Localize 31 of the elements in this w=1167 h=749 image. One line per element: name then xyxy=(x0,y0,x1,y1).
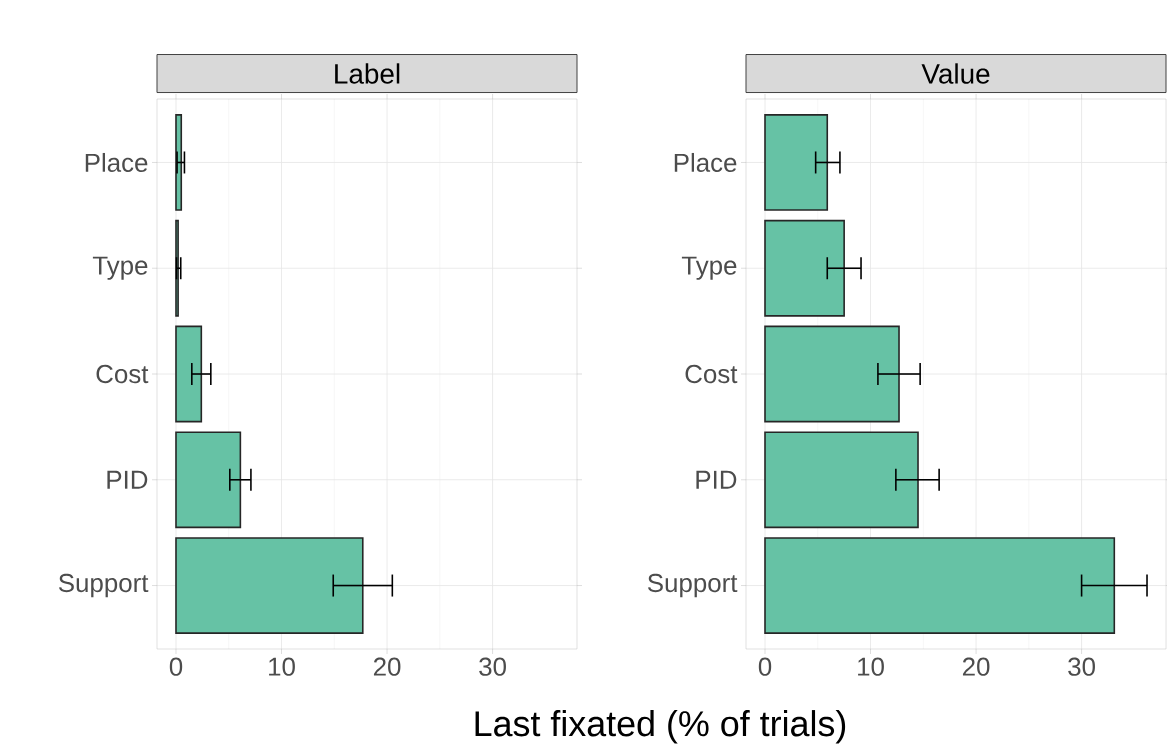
y-tick-label: Support xyxy=(58,573,149,598)
y-tick-label: PID xyxy=(107,470,148,489)
bar xyxy=(175,537,364,634)
x-tick-label: 10 xyxy=(858,657,884,676)
bar xyxy=(175,431,242,529)
bar xyxy=(764,219,845,317)
y-tick-label: Support xyxy=(647,573,738,598)
bar xyxy=(764,114,829,211)
bar xyxy=(764,431,919,529)
y-tick-label: Cost xyxy=(96,364,149,384)
bar xyxy=(764,325,900,423)
bar xyxy=(175,219,179,317)
y-tick-label: Type xyxy=(92,256,148,280)
y-tick-label: PID xyxy=(696,470,737,489)
x-axis-title: Last fixated (% of trials) xyxy=(475,710,846,744)
bar xyxy=(175,114,183,211)
x-tick-label: 0 xyxy=(758,657,772,676)
bar xyxy=(764,537,1116,634)
y-tick-label: Place xyxy=(85,152,148,172)
y-tick-label: Cost xyxy=(685,364,738,384)
y-tick-label: Type xyxy=(681,256,737,280)
x-tick-label: 20 xyxy=(373,657,401,676)
x-tick-label: 20 xyxy=(962,657,990,676)
chart-title: Value xyxy=(921,63,990,84)
x-tick-label: 30 xyxy=(1068,657,1095,676)
x-tick-label: 0 xyxy=(169,657,183,676)
x-tick-label: 30 xyxy=(479,657,506,676)
y-tick-label: Place xyxy=(674,152,737,172)
chart-title: Label xyxy=(335,63,400,84)
bar xyxy=(175,325,203,423)
x-tick-label: 10 xyxy=(269,657,295,676)
